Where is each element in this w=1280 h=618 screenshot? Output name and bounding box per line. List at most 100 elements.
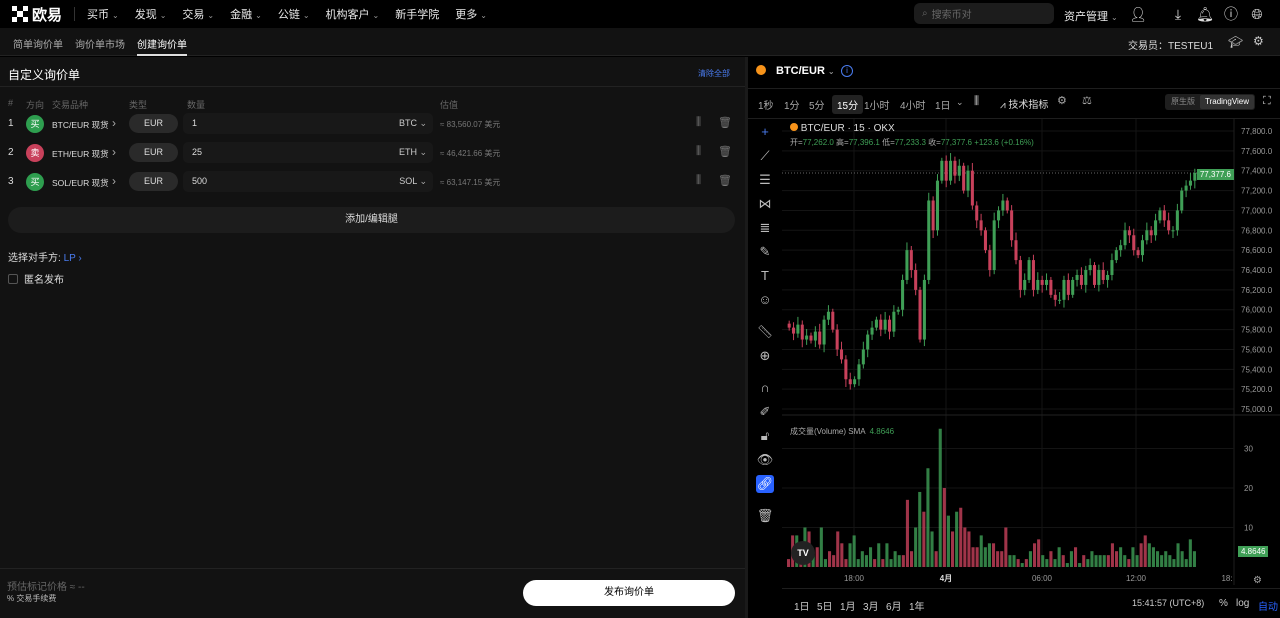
fullscreen-icon[interactable]: ⛶ bbox=[1263, 95, 1271, 107]
chevron-down-icon[interactable]: ⌄ bbox=[956, 97, 964, 107]
native-version-option[interactable]: 原生版 bbox=[1171, 97, 1195, 106]
range-button[interactable]: 6月 bbox=[886, 602, 902, 613]
user-icon[interactable]: 👤︎ bbox=[1129, 6, 1147, 22]
log-scale-toggle[interactable]: log bbox=[1236, 598, 1250, 609]
scale-settings-icon[interactable]: ⚙ bbox=[1253, 575, 1262, 586]
download-icon[interactable]: ⤓ bbox=[1174, 6, 1182, 22]
timeframe-5[interactable]: 4小时 bbox=[900, 101, 926, 112]
timeframe-2[interactable]: 5分 bbox=[809, 101, 825, 112]
range-button[interactable]: 1日 bbox=[794, 602, 810, 613]
search-input[interactable]: ⌕ 搜索币对 bbox=[914, 3, 1054, 24]
candle-body bbox=[1018, 260, 1022, 290]
range-button[interactable]: 1月 bbox=[840, 602, 856, 613]
logo[interactable]: 欧易 bbox=[12, 4, 62, 25]
lock-drawing-icon[interactable]: ✐ bbox=[759, 404, 771, 419]
type-toggle[interactable]: EUR bbox=[129, 114, 178, 133]
chevron-right-icon[interactable]: › bbox=[112, 174, 116, 188]
publish-rfq-button[interactable]: 发布询价单 bbox=[523, 580, 735, 606]
parallel-lines-icon[interactable]: ☰ bbox=[759, 172, 771, 187]
clear-all-link[interactable]: 清除全部 bbox=[698, 69, 730, 78]
nav-item[interactable]: 更多 ⌄ bbox=[455, 6, 487, 22]
timeframe-1[interactable]: 1分 bbox=[784, 101, 800, 112]
price-chart[interactable]: 77,800.0 77,600.0 77,400.0 77,200.0 77,000.0… bbox=[782, 119, 1280, 585]
panel-resize-handle[interactable] bbox=[745, 57, 748, 618]
range-button[interactable]: 3月 bbox=[863, 602, 879, 613]
counterparty-selector[interactable]: 选择对手方: LP › bbox=[8, 249, 82, 264]
side-badge[interactable]: 卖 bbox=[26, 144, 44, 162]
quantity-input[interactable]: 1 BTC ⌄ bbox=[183, 113, 433, 134]
zoom-in-icon[interactable]: ⊕ bbox=[759, 348, 771, 363]
link-icon[interactable]: 🔗︎ bbox=[756, 475, 774, 493]
trash-icon[interactable]: 🗑︎ bbox=[718, 175, 732, 187]
magnet-icon[interactable]: ∩ bbox=[760, 380, 770, 395]
type-toggle[interactable]: EUR bbox=[129, 143, 178, 162]
fib-icon[interactable]: ≣ bbox=[759, 220, 771, 235]
timeframe-6[interactable]: 1日 bbox=[935, 101, 951, 112]
indicators-button[interactable]: ⩘ 技术指标 bbox=[1000, 96, 1048, 111]
range-button[interactable]: 5日 bbox=[817, 602, 833, 613]
auto-scale-toggle[interactable]: 自动 bbox=[1258, 602, 1278, 613]
nav-item[interactable]: 买币 ⌄ bbox=[87, 6, 119, 22]
trash-icon[interactable]: 🗑︎ bbox=[718, 146, 732, 158]
timeframe-4[interactable]: 1小时 bbox=[864, 101, 890, 112]
unit-selector[interactable]: SOL ⌄ bbox=[399, 171, 427, 192]
side-badge[interactable]: 买 bbox=[26, 115, 44, 133]
assets-menu[interactable]: 资产管理 ⌄ bbox=[1064, 8, 1118, 24]
text-icon[interactable]: T bbox=[761, 268, 769, 283]
tradingview-option[interactable]: TradingView bbox=[1200, 95, 1255, 109]
chevron-right-icon[interactable]: › bbox=[112, 145, 116, 159]
ruler-icon[interactable]: 📏︎ bbox=[756, 324, 774, 339]
timeframe-3[interactable]: 15分 bbox=[832, 95, 864, 114]
tab-create-rfq[interactable]: 创建询价单 bbox=[137, 36, 187, 56]
crosshair-icon[interactable]: + bbox=[761, 124, 769, 139]
nav-item[interactable]: 公链 ⌄ bbox=[278, 6, 310, 22]
tradingview-logo[interactable]: TV bbox=[791, 541, 815, 565]
trash-icon[interactable]: 🗑︎ bbox=[756, 508, 774, 523]
academy-icon[interactable]: 🎓︎ bbox=[1228, 35, 1244, 49]
side-badge[interactable]: 买 bbox=[26, 173, 44, 191]
unlock-icon[interactable]: 🔓︎ bbox=[760, 428, 770, 443]
compare-icon[interactable]: ⫼ bbox=[696, 116, 702, 128]
gear-icon[interactable]: ⚙ bbox=[1253, 34, 1264, 48]
add-edit-leg-button[interactable]: 添加/编辑腿 bbox=[8, 207, 735, 233]
nav-item[interactable]: 机构客户 ⌄ bbox=[326, 6, 380, 22]
chevron-right-icon[interactable]: › bbox=[112, 116, 116, 130]
nav-item[interactable]: 交易 ⌄ bbox=[182, 6, 214, 22]
candle-type-icon[interactable]: ⫼ bbox=[974, 95, 980, 107]
nav-item[interactable]: 发现 ⌄ bbox=[135, 6, 167, 22]
timeframe-0[interactable]: 1秒 bbox=[758, 101, 774, 112]
instrument-label[interactable]: ETH/EUR 现货 bbox=[52, 149, 109, 159]
bell-icon[interactable]: 🔔︎ bbox=[1196, 6, 1214, 22]
help-icon[interactable]: ⓘ bbox=[1224, 6, 1238, 22]
trend-line-icon[interactable]: ⟋ bbox=[760, 148, 770, 163]
trash-icon[interactable]: 🗑︎ bbox=[718, 117, 732, 129]
anonymous-checkbox[interactable]: 匿名发布 bbox=[8, 271, 64, 286]
settings-icon[interactable]: ⚙ bbox=[1057, 95, 1067, 107]
nav-item[interactable]: 金融 ⌄ bbox=[230, 6, 262, 22]
nav-item[interactable]: 新手学院 bbox=[395, 6, 439, 22]
compare-icon[interactable]: ⫼ bbox=[696, 145, 702, 157]
unit-selector[interactable]: ETH ⌄ bbox=[399, 142, 427, 163]
clock-timezone[interactable]: 15:41:57 (UTC+8) bbox=[1132, 598, 1205, 608]
candle-body bbox=[1066, 279, 1070, 295]
tab-simple-rfq[interactable]: 简单询价单 bbox=[13, 40, 63, 51]
globe-icon[interactable]: 🌐︎ bbox=[1251, 6, 1263, 22]
instrument-label[interactable]: BTC/EUR 现货 bbox=[52, 120, 109, 130]
percent-scale-toggle[interactable]: % bbox=[1219, 598, 1228, 609]
brush-icon[interactable]: ✎ bbox=[759, 244, 771, 259]
compare-icon[interactable]: ⚖ bbox=[1082, 95, 1092, 107]
pair-selector[interactable]: BTC/EUR ⌄ bbox=[776, 65, 835, 77]
range-button[interactable]: 1年 bbox=[909, 602, 925, 613]
divider bbox=[782, 588, 1280, 589]
compare-icon[interactable]: ⫼ bbox=[696, 174, 702, 186]
info-icon[interactable]: i bbox=[841, 65, 853, 77]
emoji-icon[interactable]: ☺ bbox=[758, 292, 772, 307]
quantity-input[interactable]: 500 SOL ⌄ bbox=[183, 171, 433, 192]
tab-rfq-market[interactable]: 询价单市场 bbox=[75, 40, 125, 51]
unit-selector[interactable]: BTC ⌄ bbox=[399, 113, 427, 134]
instrument-label[interactable]: SOL/EUR 现货 bbox=[52, 178, 109, 188]
quantity-input[interactable]: 25 ETH ⌄ bbox=[183, 142, 433, 163]
eye-icon[interactable]: 👁︎ bbox=[756, 452, 774, 467]
pattern-icon[interactable]: ⋈ bbox=[758, 196, 772, 211]
type-toggle[interactable]: EUR bbox=[129, 172, 178, 191]
